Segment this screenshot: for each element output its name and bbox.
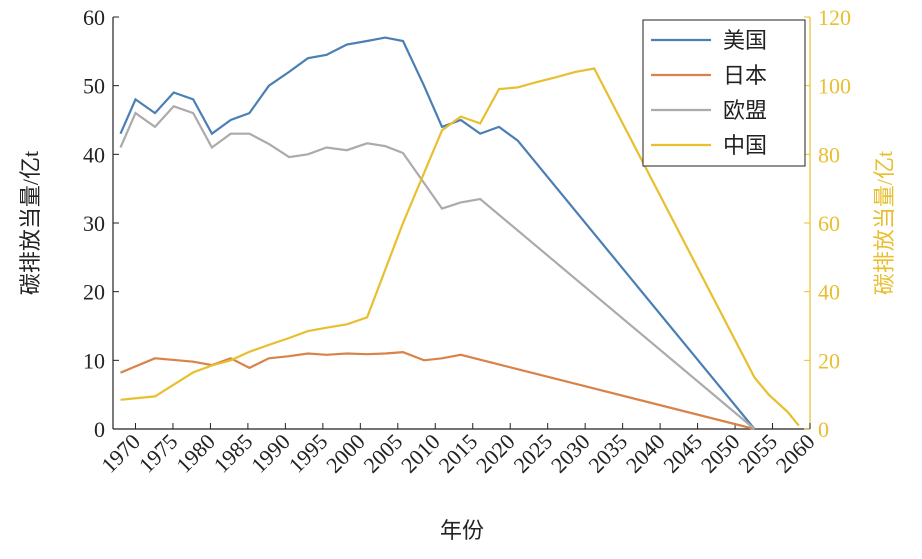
x-tick-label: 1990	[246, 429, 295, 478]
y-tick-label: 60	[83, 5, 105, 30]
x-tick-label: 1995	[284, 429, 333, 478]
x-tick-label: 2025	[508, 429, 557, 478]
y-tick-label: 40	[83, 142, 105, 167]
x-tick-label: 2000	[321, 429, 370, 478]
x-tick-label: 2050	[696, 429, 745, 478]
legend-box	[642, 19, 806, 167]
series-line	[119, 105, 756, 430]
y-tick-label: 10	[83, 348, 105, 373]
x-axis-title: 年份	[440, 518, 484, 543]
y2-axis-title: 碳排放当量/亿t	[872, 151, 897, 295]
x-tick-label: 2055	[733, 429, 782, 478]
y2-tick-label: 60	[818, 211, 840, 236]
x-tick-label: 2005	[359, 429, 408, 478]
x-tick-label: 1980	[171, 429, 220, 478]
y-axis-title: 碳排放当量/亿t	[18, 151, 43, 295]
legend-label: 美国	[723, 28, 767, 53]
y2-tick-label: 40	[818, 280, 840, 305]
x-tick-label: 2060	[771, 429, 820, 478]
y2-tick-label: 0	[818, 417, 829, 442]
x-tick-label: 2020	[471, 429, 520, 478]
x-tick-label: 2035	[583, 429, 632, 478]
x-tick-label: 1985	[209, 429, 258, 478]
x-tick-label: 2045	[658, 429, 707, 478]
y2-tick-label: 100	[818, 74, 851, 99]
x-tick-label: 2030	[546, 429, 595, 478]
legend-label: 欧盟	[723, 98, 767, 123]
series-line	[119, 36, 756, 430]
y2-tick-label: 120	[818, 5, 851, 30]
y-tick-label: 50	[83, 74, 105, 99]
series-line	[120, 350, 755, 431]
y2-tick-label: 20	[818, 348, 840, 373]
x-tick-label: 1975	[134, 429, 183, 478]
y-tick-label: 0	[94, 417, 105, 442]
legend-label: 中国	[723, 133, 767, 158]
x-tick-label: 2010	[396, 429, 445, 478]
y2-tick-label: 80	[818, 142, 840, 167]
series-line	[120, 67, 800, 427]
x-tick-label: 2015	[433, 429, 482, 478]
legend-label: 日本	[723, 63, 767, 88]
x-tick-label: 2040	[621, 429, 670, 478]
y-tick-label: 20	[83, 280, 105, 305]
y-tick-label: 30	[83, 211, 105, 236]
